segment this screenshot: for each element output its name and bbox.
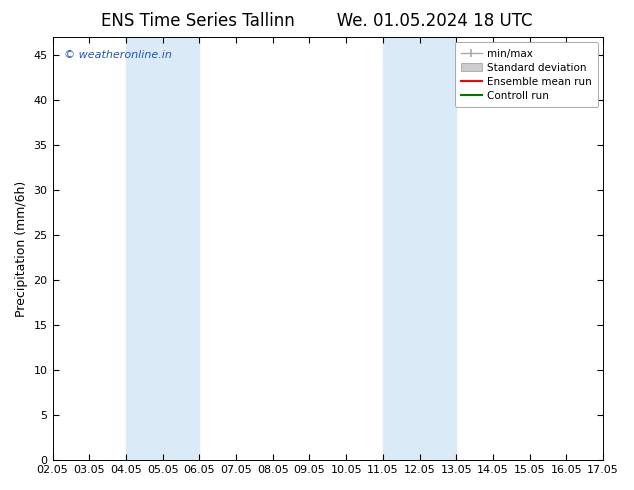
Text: ENS Time Series Tallinn        We. 01.05.2024 18 UTC: ENS Time Series Tallinn We. 01.05.2024 1… (101, 12, 533, 30)
Bar (383, 37, 456, 460)
Y-axis label: Precipitation (mm/6h): Precipitation (mm/6h) (15, 180, 28, 317)
Bar (126, 37, 199, 460)
Legend: min/max, Standard deviation, Ensemble mean run, Controll run: min/max, Standard deviation, Ensemble me… (455, 42, 598, 107)
Text: © weatheronline.in: © weatheronline.in (63, 50, 171, 60)
